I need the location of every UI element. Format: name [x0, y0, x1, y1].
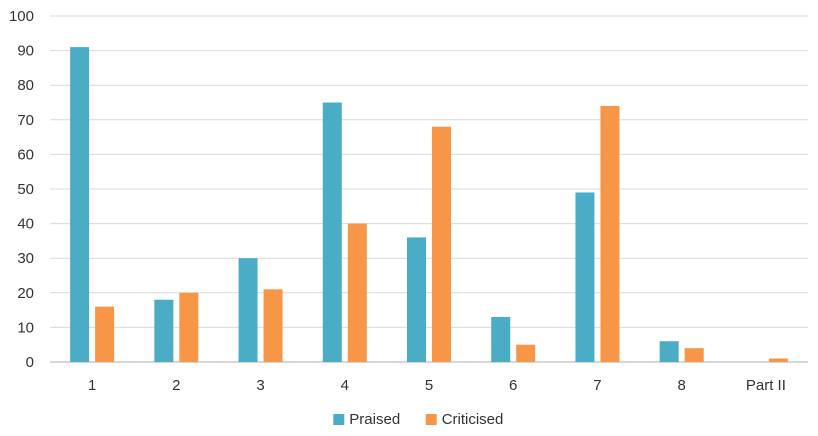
x-tick-label: 1 [88, 377, 96, 394]
bar-criticised-1 [95, 306, 115, 362]
x-tick-label: 2 [172, 377, 180, 394]
bar-praised-7 [575, 192, 595, 362]
bar-criticised-5 [432, 126, 451, 362]
gridlines [50, 15, 808, 363]
x-tick-label: 4 [341, 377, 349, 394]
bar-praised-3 [238, 258, 258, 362]
legend-label-praised: Praised [349, 411, 400, 428]
legend-label-criticised: Criticised [442, 411, 504, 428]
legend-swatch-criticised [425, 414, 437, 425]
x-axis-ticks: 1 2 3 4 5 6 7 8 Part II [88, 377, 786, 394]
bar-praised-8 [659, 341, 679, 362]
bar-criticised-4 [347, 223, 367, 362]
bar-criticised-2 [179, 292, 199, 362]
bar-criticised-6 [516, 344, 536, 362]
bar-praised-6 [491, 317, 511, 362]
y-tick-label: 20 [17, 285, 34, 302]
x-tick-label: 6 [509, 377, 517, 394]
bar-praised-1 [70, 47, 90, 362]
x-tick-label: 3 [256, 377, 264, 394]
legend: Praised Criticised [333, 411, 503, 428]
bar-criticised-3 [263, 289, 283, 362]
bar-criticised-7 [600, 105, 620, 363]
bar-criticised-part-ii [768, 358, 788, 362]
x-tick-label: 8 [677, 377, 685, 394]
y-tick-label: 40 [17, 216, 34, 233]
bar-praised-2 [154, 299, 174, 362]
y-tick-label: 30 [17, 250, 34, 267]
x-tick-label: 7 [593, 377, 601, 394]
bar-praised-5 [407, 237, 426, 362]
y-tick-label: 10 [17, 319, 34, 336]
y-tick-label: 60 [17, 146, 34, 163]
y-tick-label: 80 [17, 77, 34, 94]
y-axis-ticks: 0 10 20 30 40 50 60 70 80 90 100 [9, 8, 34, 371]
x-tick-label: Part II [746, 377, 786, 394]
x-tick-label: 5 [425, 377, 433, 394]
y-tick-label: 70 [17, 112, 34, 129]
bar-praised-4 [322, 102, 342, 362]
y-tick-label: 100 [9, 8, 34, 25]
y-tick-label: 50 [17, 181, 34, 198]
y-tick-label: 90 [17, 43, 34, 60]
bar-criticised-8 [684, 348, 704, 362]
bars [70, 47, 788, 363]
legend-swatch-praised [333, 414, 345, 425]
y-tick-label: 0 [26, 354, 34, 371]
